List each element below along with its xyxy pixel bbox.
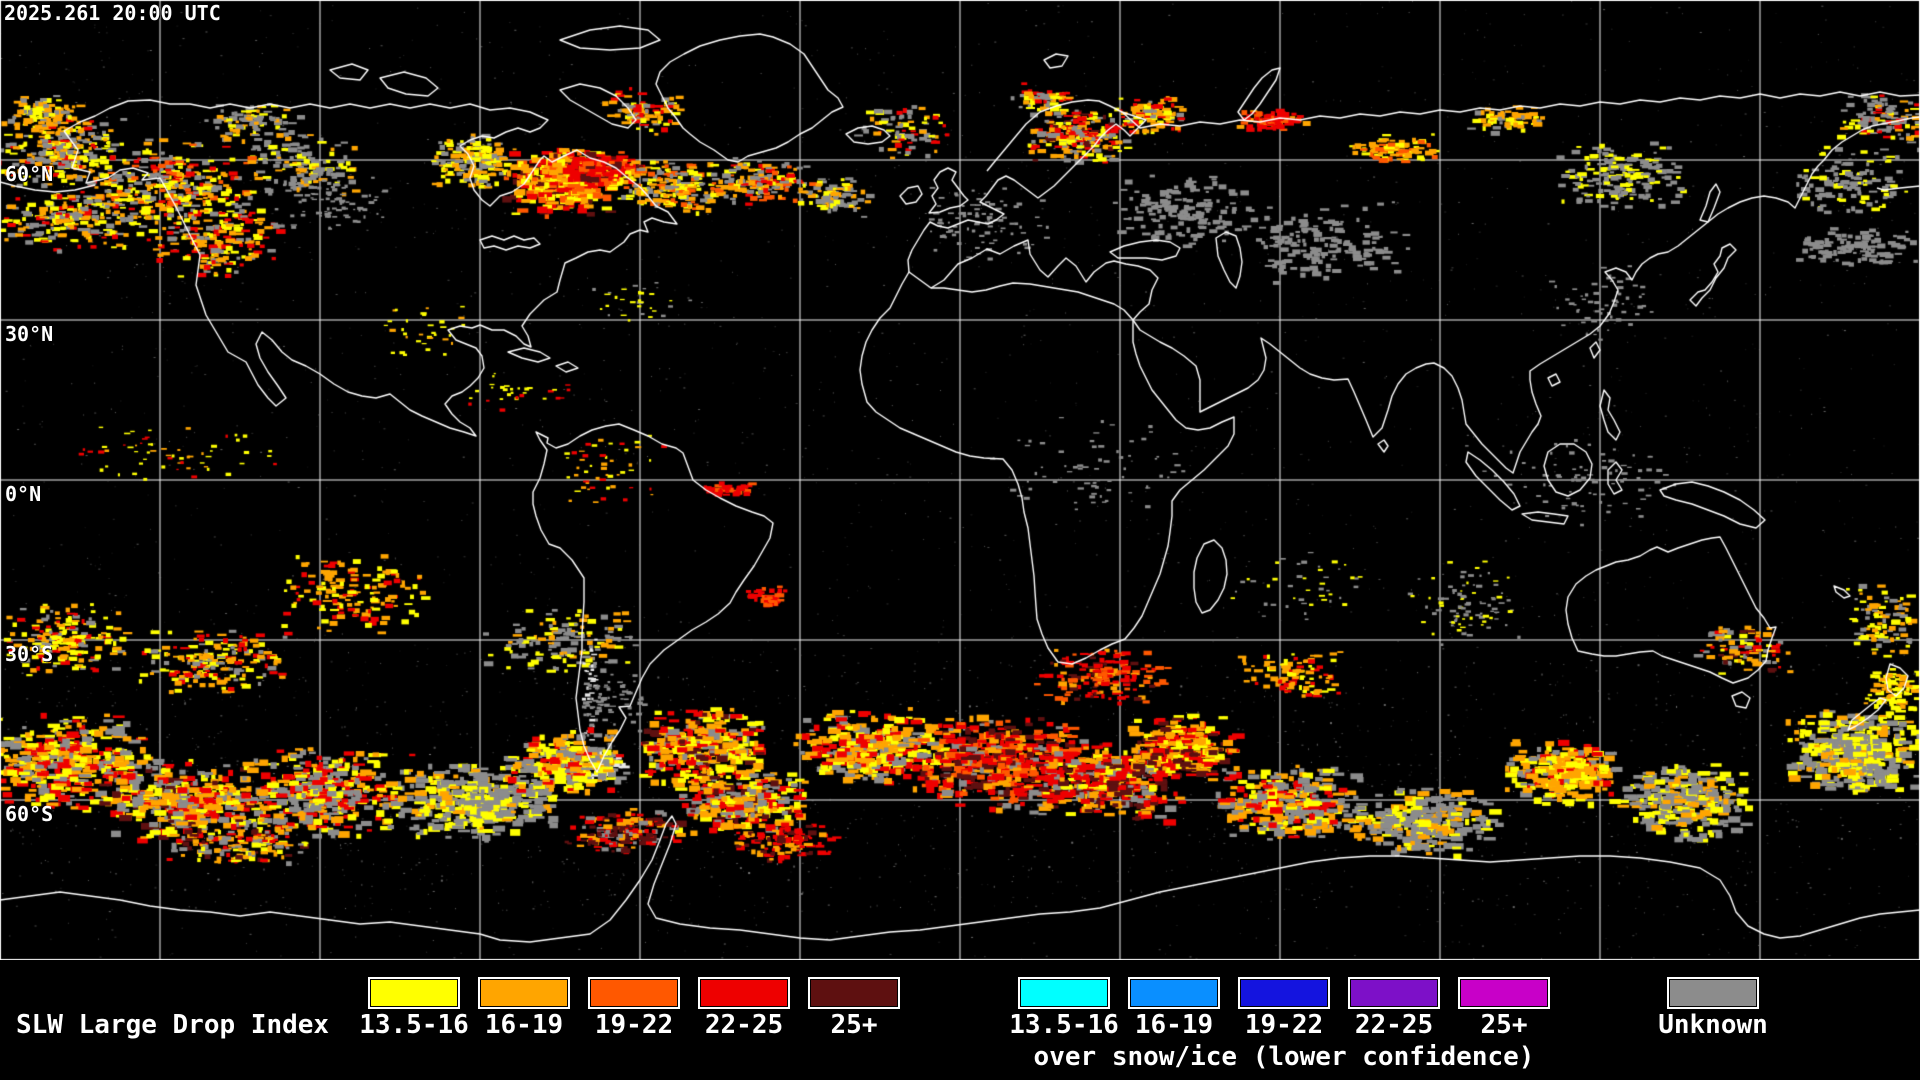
legend-swatch <box>588 977 680 1009</box>
latitude-label: 60°S <box>5 802 54 826</box>
legend-swatch-label: 22-25 <box>704 1010 784 1040</box>
legend-swatch-label: 19-22 <box>594 1010 674 1040</box>
legend-swatch <box>1348 977 1440 1009</box>
legend-swatch-label: 22-25 <box>1354 1010 1434 1040</box>
legend-swatch-label: 19-22 <box>1244 1010 1324 1040</box>
legend-swatch <box>808 977 900 1009</box>
world-map-canvas <box>0 0 1920 960</box>
legend-swatch <box>368 977 460 1009</box>
legend-swatch-label: Unknown <box>1658 1010 1768 1040</box>
legend-title: SLW Large Drop Index <box>16 1010 330 1040</box>
timestamp-label: 2025.261 20:00 UTC <box>4 1 221 25</box>
latitude-label: 30°N <box>5 322 54 346</box>
legend-swatch <box>1128 977 1220 1009</box>
legend-swatch <box>1018 977 1110 1009</box>
legend-swatch-label: 13.5-16 <box>1009 1010 1119 1040</box>
legend-swatch-label: 16-19 <box>1134 1010 1214 1040</box>
legend-swatch-label: 25+ <box>1480 1010 1528 1040</box>
legend-swatch <box>1238 977 1330 1009</box>
legend-swatch <box>1667 977 1759 1009</box>
latitude-label: 60°N <box>5 162 54 186</box>
legend-swatch <box>478 977 570 1009</box>
legend-swatch <box>698 977 790 1009</box>
legend: SLW Large Drop Index 13.5-16 16-19 19-22 22… <box>0 960 1920 1080</box>
latitude-label: 30°S <box>5 642 54 666</box>
legend-swatch-label: 13.5-16 <box>359 1010 469 1040</box>
latitude-label: 0°N <box>5 482 42 506</box>
legend-swatch-label: 25+ <box>830 1010 878 1040</box>
legend-swatch-label: 16-19 <box>484 1010 564 1040</box>
legend-swatch <box>1458 977 1550 1009</box>
legend-subtitle: over snow/ice (lower confidence) <box>1033 1042 1535 1072</box>
